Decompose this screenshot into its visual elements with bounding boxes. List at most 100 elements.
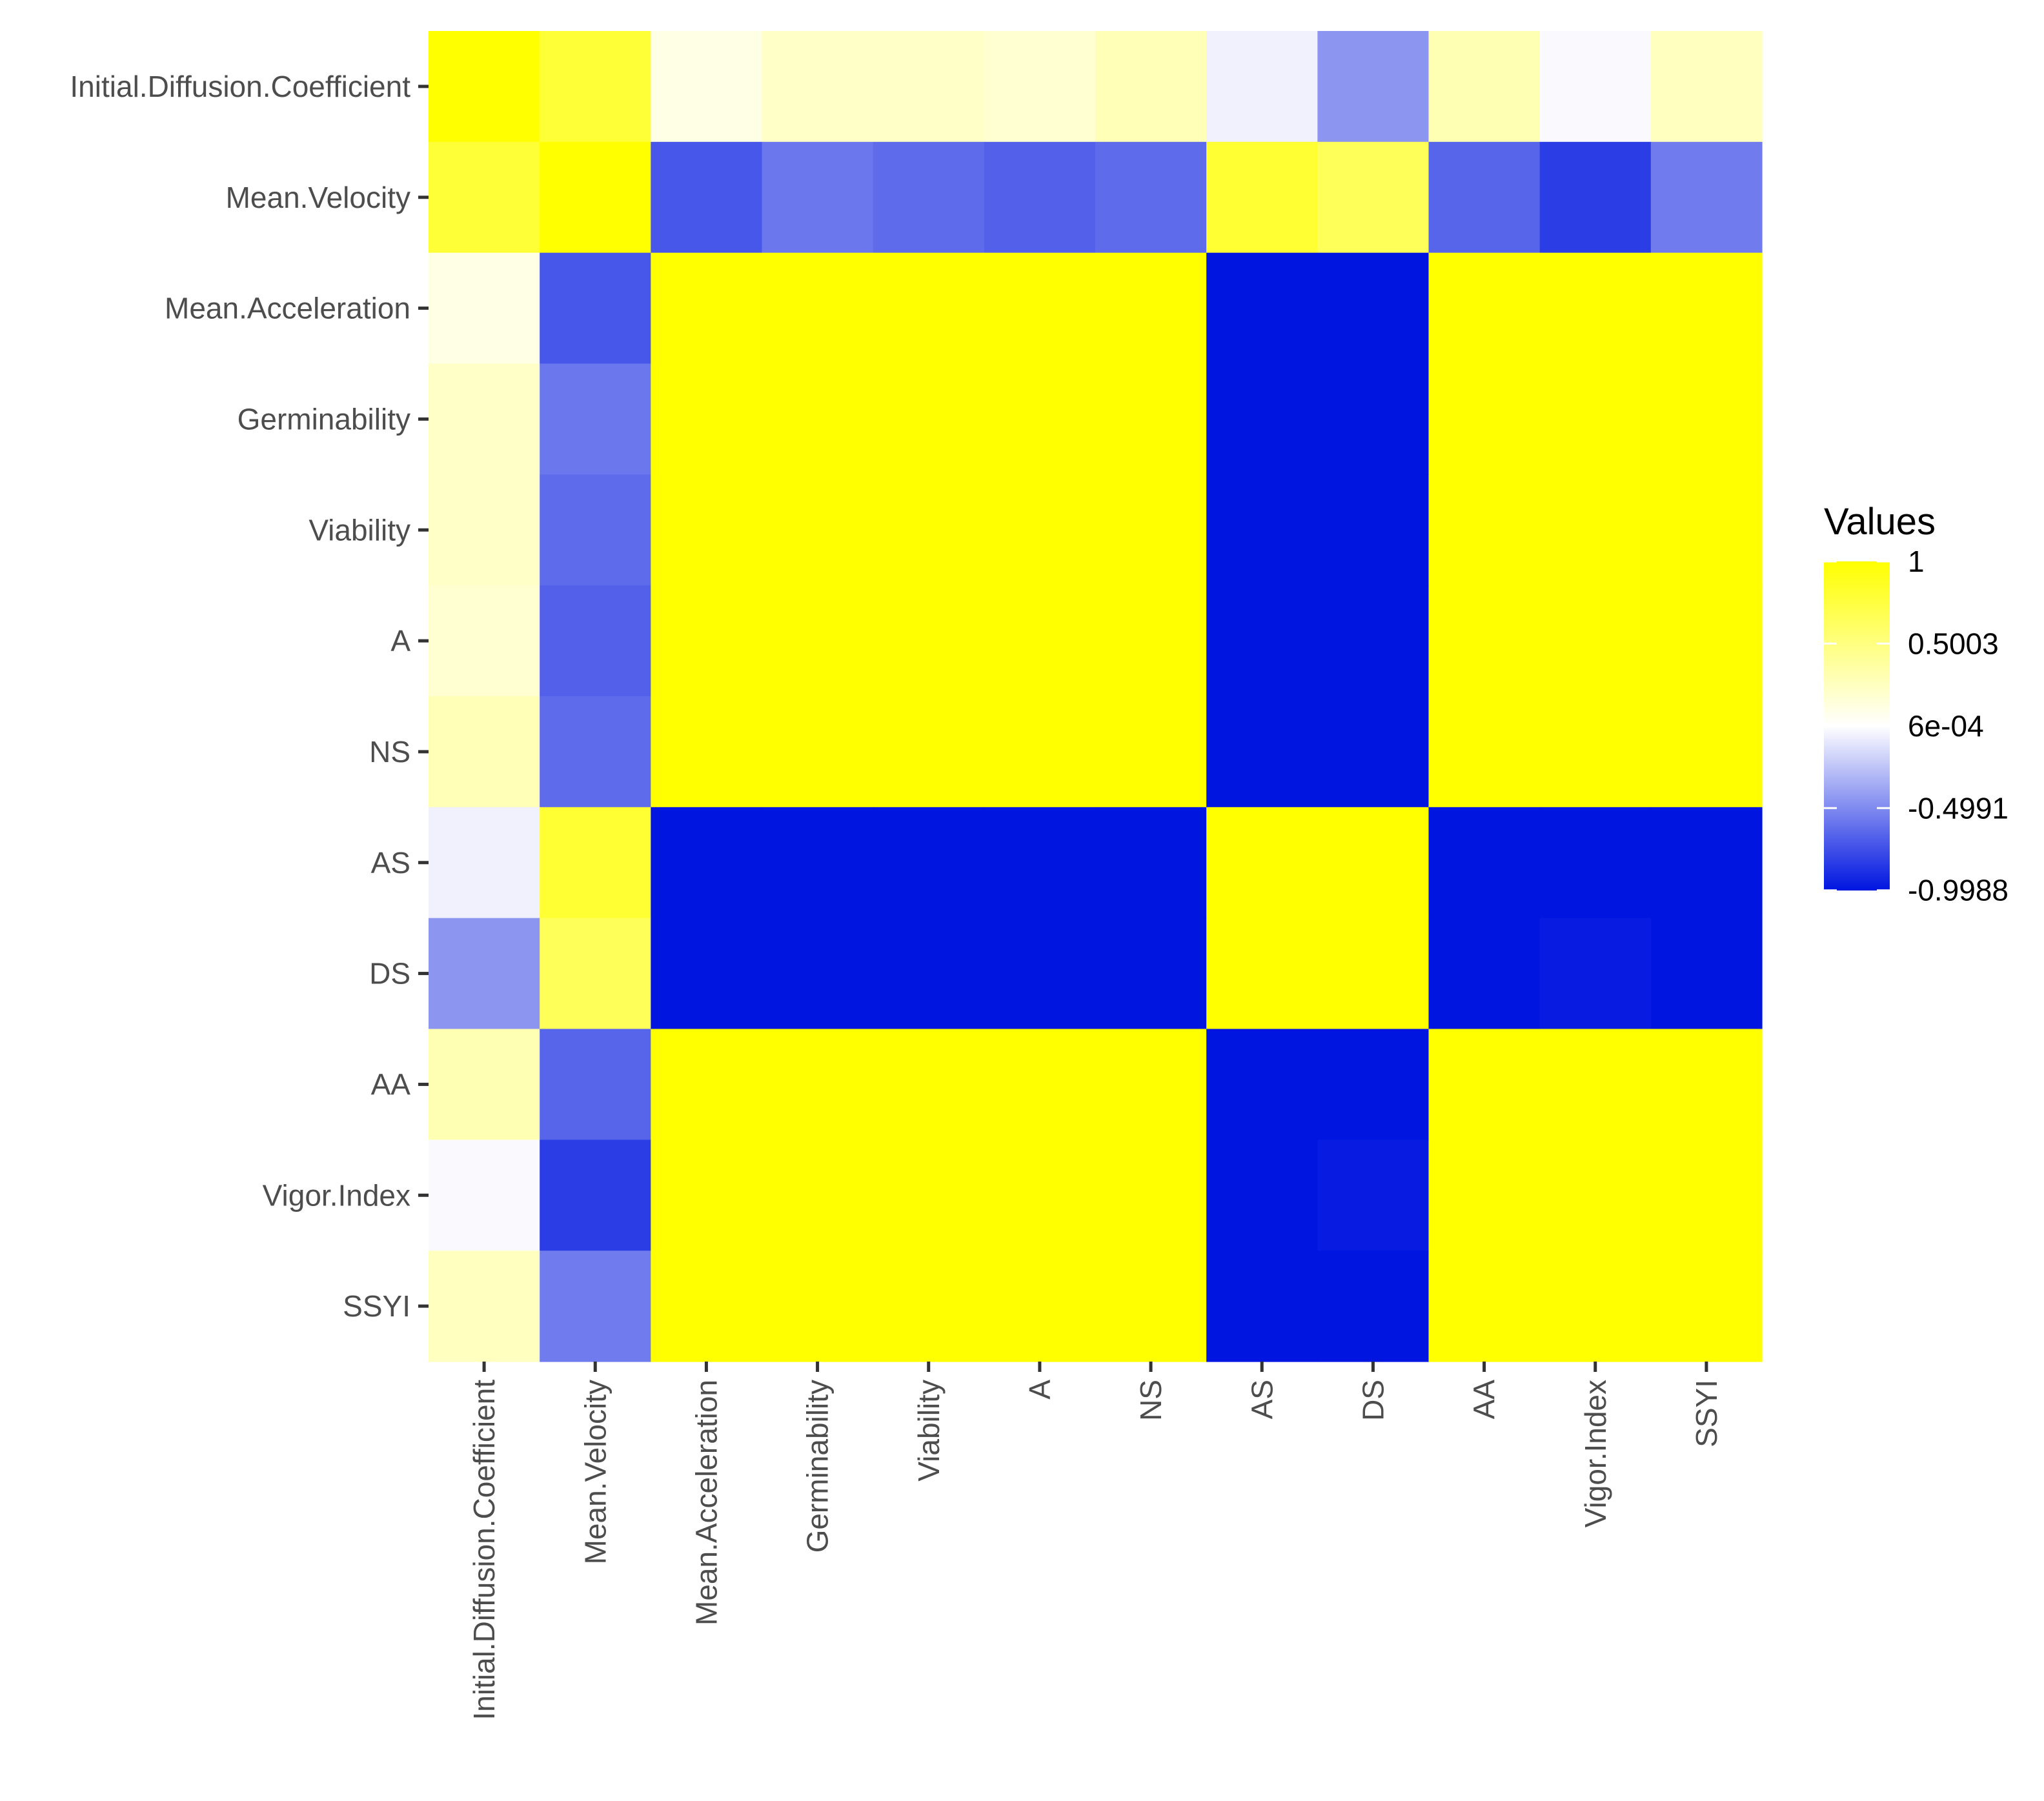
- heatmap-cell: [873, 252, 985, 365]
- heatmap-cell: [1317, 1251, 1430, 1362]
- x-tick-label: DS: [1356, 1380, 1390, 1421]
- heatmap-cell: [873, 1140, 985, 1251]
- heatmap-cell: [1539, 474, 1652, 586]
- x-tick-label: Vigor.Index: [1579, 1380, 1612, 1527]
- heatmap-cell: [540, 474, 651, 586]
- heatmap-cell: [1539, 1251, 1652, 1362]
- heatmap-cell: [1650, 918, 1763, 1030]
- x-tick-label: A: [1023, 1380, 1057, 1400]
- x-tick-label: Mean.Acceleration: [689, 1380, 723, 1625]
- heatmap-cell: [1317, 918, 1430, 1030]
- heatmap-cell: [984, 918, 1096, 1030]
- heatmap-cell: [762, 1251, 874, 1362]
- heatmap-cell: [873, 918, 985, 1030]
- heatmap-cell: [540, 1140, 651, 1251]
- heatmap-cell: [762, 363, 874, 475]
- heatmap-cell: [1095, 252, 1207, 365]
- heatmap-cell: [651, 918, 763, 1030]
- y-tick-label: NS: [369, 735, 410, 769]
- heatmap-cell: [429, 363, 540, 475]
- heatmap-cell: [540, 31, 651, 143]
- heatmap-cell: [1095, 807, 1207, 919]
- heatmap-cell: [540, 1251, 651, 1362]
- heatmap-cell: [651, 252, 763, 365]
- heatmap-cell: [540, 807, 651, 919]
- heatmap-cell: [540, 696, 651, 808]
- heatmap-cell: [429, 252, 540, 365]
- heatmap-cell: [540, 585, 651, 697]
- heatmap-cell: [1428, 1251, 1541, 1362]
- heatmap-cell: [873, 1251, 985, 1362]
- heatmap-cell: [762, 31, 874, 143]
- x-axis: Initial.Diffusion.Coefficient Mean.Veloci…: [467, 1362, 1723, 1720]
- heatmap-cell: [984, 31, 1096, 143]
- heatmap-cell: [1539, 31, 1652, 143]
- heatmap-cell: [984, 807, 1096, 919]
- heatmap-cell: [1650, 807, 1763, 919]
- heatmap-cell: [1539, 807, 1652, 919]
- heatmap-cell: [1095, 918, 1207, 1030]
- heatmap-cell: [984, 1029, 1096, 1140]
- y-tick-label: AA: [371, 1067, 411, 1101]
- legend-tick-label: -0.9988: [1908, 874, 2009, 907]
- y-tick-label: Mean.Velocity: [226, 181, 410, 214]
- heatmap-cell: [1095, 363, 1207, 475]
- heatmap-cell: [1206, 363, 1318, 475]
- y-tick-label: Mean.Acceleration: [165, 292, 410, 325]
- heatmap-cell: [1317, 1029, 1430, 1140]
- heatmap-cell: [1539, 585, 1652, 697]
- heatmap-cell: [984, 363, 1096, 475]
- heatmap-cell: [1095, 1140, 1207, 1251]
- heatmap-cell: [1206, 918, 1318, 1030]
- heatmap-cell: [873, 474, 985, 586]
- heatmap-cell: [1650, 474, 1763, 586]
- heatmap-cell: [651, 474, 763, 586]
- heatmap-cell: [651, 363, 763, 475]
- y-tick-label: A: [390, 624, 410, 658]
- heatmap-cell: [1206, 585, 1318, 697]
- heatmap-cell: [651, 1029, 763, 1140]
- heatmap-cell: [540, 141, 651, 254]
- heatmap-cell: [1650, 363, 1763, 475]
- heatmap-cell: [651, 1251, 763, 1362]
- heatmap-cell: [984, 141, 1096, 254]
- heatmap-cell: [429, 696, 540, 808]
- heatmap-cell: [762, 474, 874, 586]
- heatmap-cell: [651, 1140, 763, 1251]
- heatmap-cell: [651, 141, 763, 254]
- heatmap-cell: [1317, 252, 1430, 365]
- legend-tick-label: 6e-04: [1908, 709, 1984, 743]
- x-tick-label: SSYI: [1690, 1380, 1723, 1447]
- heatmap-cell: [1650, 252, 1763, 365]
- heatmap-cell: [1539, 141, 1652, 254]
- heatmap-cell: [1428, 252, 1541, 365]
- x-tick-label: Mean.Velocity: [578, 1380, 612, 1564]
- heatmap-cell: [1317, 474, 1430, 586]
- heatmap-cell: [1428, 696, 1541, 808]
- heatmap-cell: [1428, 31, 1541, 143]
- x-tick-label: AA: [1468, 1380, 1501, 1420]
- heatmap-cell: [1428, 807, 1541, 919]
- heatmap-cell: [1095, 141, 1207, 254]
- legend-tick-label: -0.4991: [1908, 791, 2009, 825]
- legend-tick-label: 0.5003: [1908, 627, 1999, 660]
- heatmap-cell: [1650, 696, 1763, 808]
- x-tick-label: NS: [1134, 1380, 1168, 1421]
- legend-title: Values: [1824, 501, 1936, 543]
- heatmap-cell: [429, 474, 540, 586]
- heatmap-cell: [1095, 1029, 1207, 1140]
- heatmap-cell: [762, 252, 874, 365]
- heatmap-cell: [651, 696, 763, 808]
- legend: Values 1 0.5003 6e-04 -0.4991 -0.9988: [1824, 501, 2009, 907]
- heatmap-cell: [1095, 585, 1207, 697]
- heatmap-cell: [1650, 585, 1763, 697]
- heatmap-cell: [1539, 1029, 1652, 1140]
- heatmap-cell: [1317, 696, 1430, 808]
- heatmap-cell: [429, 1140, 540, 1251]
- y-tick-label: AS: [371, 846, 410, 880]
- heatmap-cell: [1317, 141, 1430, 254]
- x-tick-label: Germinability: [801, 1380, 835, 1553]
- heatmap-cell: [651, 585, 763, 697]
- heatmap-cell: [762, 141, 874, 254]
- heatmap-cell: [429, 141, 540, 254]
